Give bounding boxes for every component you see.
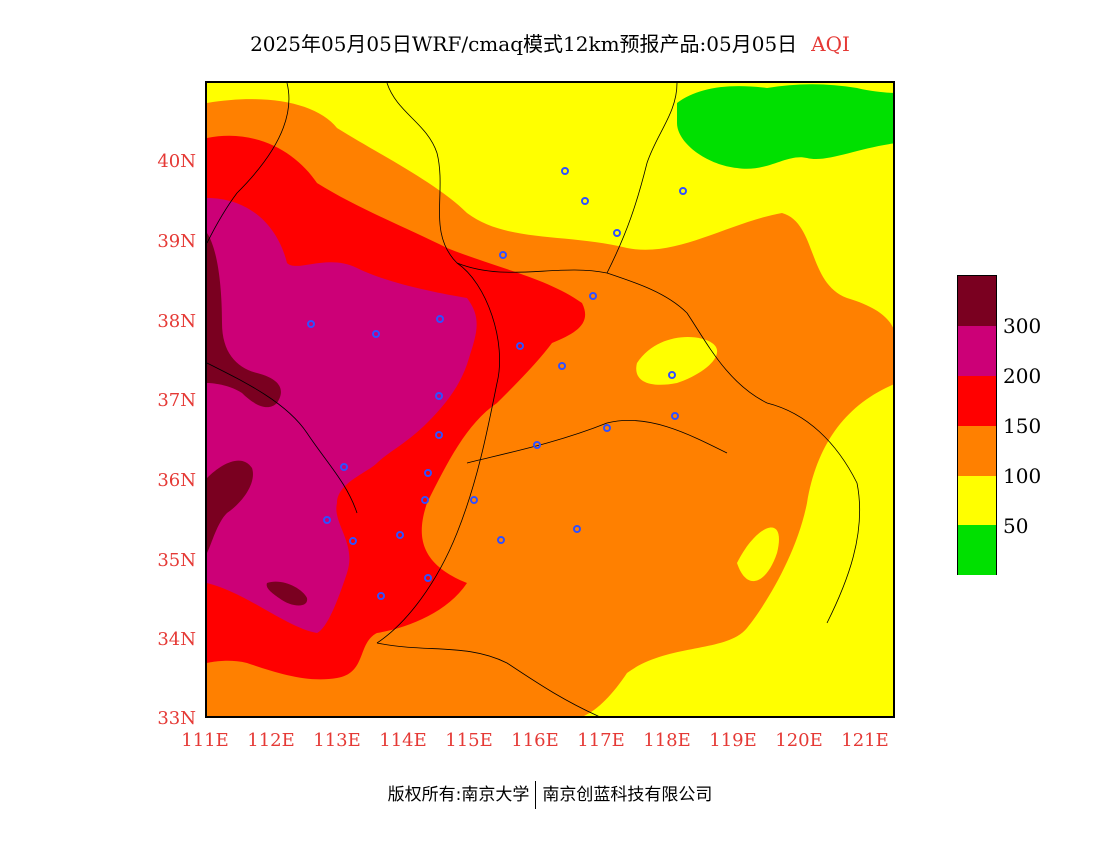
boundaries [207, 83, 860, 716]
aqi-band-purple [207, 198, 477, 633]
legend-label: 50 [1003, 514, 1029, 538]
stations [307, 167, 687, 600]
station-marker [573, 525, 581, 533]
station-marker [516, 342, 524, 350]
station-marker [499, 251, 507, 259]
lat-tick-label: 37N [157, 390, 196, 411]
aqi-band-yellow-pocket [636, 337, 718, 385]
station-marker [603, 424, 611, 432]
lon-tick-label: 121E [841, 730, 889, 751]
station-marker [581, 197, 589, 205]
station-marker [372, 330, 380, 338]
lat-tick-label: 40N [157, 151, 196, 172]
station-marker [470, 496, 478, 504]
color-legend [957, 275, 997, 575]
footer-separator [535, 781, 537, 809]
lat-tick-label: 33N [157, 708, 196, 729]
aqi-band-green [677, 84, 893, 169]
station-marker [589, 292, 597, 300]
legend-swatch [958, 476, 996, 526]
lat-tick-label: 36N [157, 470, 196, 491]
station-marker [671, 412, 679, 420]
aqi-field-svg [207, 83, 893, 716]
lon-tick-label: 117E [577, 730, 625, 751]
legend-label: 300 [1003, 314, 1042, 338]
lat-tick-label: 34N [157, 629, 196, 650]
station-marker [421, 496, 429, 504]
lat-tick-label: 39N [157, 231, 196, 252]
aqi-map [205, 81, 895, 718]
station-marker [396, 531, 404, 539]
station-marker [349, 537, 357, 545]
station-marker [558, 362, 566, 370]
legend-swatch [958, 276, 996, 326]
lon-tick-label: 120E [775, 730, 823, 751]
legend-label: 100 [1003, 464, 1042, 488]
title-text: 2025年05月05日WRF/cmaq模式12km预报产品:05月05日 [250, 32, 798, 56]
aqi-band-maroon [266, 581, 308, 606]
legend-swatch [958, 525, 996, 575]
footer-right: 南京创蓝科技有限公司 [542, 785, 713, 805]
station-marker [377, 592, 385, 600]
station-marker [668, 371, 676, 379]
station-marker [435, 392, 443, 400]
station-marker [497, 536, 505, 544]
station-marker [424, 574, 432, 582]
legend-label: 150 [1003, 414, 1042, 438]
lon-tick-label: 119E [709, 730, 757, 751]
lon-tick-label: 112E [247, 730, 295, 751]
lon-tick-label: 111E [181, 730, 229, 751]
aqi-band-maroon [207, 460, 253, 553]
station-marker [561, 167, 569, 175]
station-marker [679, 187, 687, 195]
lon-tick-label: 113E [313, 730, 361, 751]
legend-swatch [958, 376, 996, 426]
lat-tick-label: 38N [157, 311, 196, 332]
title-variable: AQI [811, 32, 850, 56]
lat-tick-label: 35N [157, 550, 196, 571]
map-title: 2025年05月05日WRF/cmaq模式12km预报产品:05月05日 AQI [0, 28, 1100, 57]
station-marker [435, 431, 443, 439]
station-marker [436, 315, 444, 323]
lon-tick-label: 114E [379, 730, 427, 751]
lon-tick-label: 118E [643, 730, 691, 751]
station-marker [613, 229, 621, 237]
aqi-band-yellow-pocket [737, 527, 779, 582]
station-marker [307, 320, 315, 328]
legend-swatch [958, 326, 996, 376]
legend-label: 200 [1003, 364, 1042, 388]
station-marker [533, 441, 541, 449]
lon-tick-label: 116E [511, 730, 559, 751]
station-marker [340, 463, 348, 471]
lon-tick-label: 115E [445, 730, 493, 751]
copyright-footer: 版权所有:南京大学 南京创蓝科技有限公司 [0, 780, 1100, 809]
footer-left: 版权所有:南京大学 [387, 785, 530, 805]
aqi-band-maroon [207, 233, 281, 408]
legend-swatch [958, 426, 996, 476]
station-marker [323, 516, 331, 524]
station-marker [424, 469, 432, 477]
